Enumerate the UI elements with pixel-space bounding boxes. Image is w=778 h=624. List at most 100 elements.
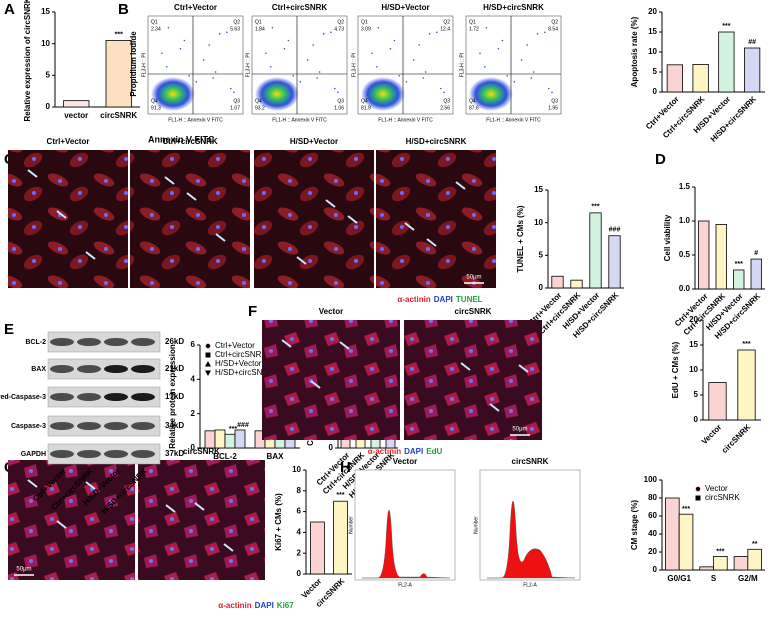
x-tick-label: BAX — [267, 452, 285, 461]
flow-dot — [179, 47, 182, 50]
micrograph — [254, 150, 374, 288]
flow-dot — [544, 31, 546, 34]
significance: *** — [591, 204, 599, 211]
quadrant-value: 5.63 — [230, 26, 240, 32]
y-axis-label: Apoptosis rate (%) — [630, 16, 639, 87]
quadrant-label: Q4 — [151, 98, 158, 104]
y-tick-label: 5 — [539, 250, 544, 259]
quadrant-value: 91.3 — [151, 105, 161, 111]
flow-population — [469, 77, 513, 111]
y-tick-label: 5 — [46, 70, 51, 79]
bar — [665, 497, 680, 571]
histogram-peak — [487, 501, 576, 579]
arrow — [223, 543, 234, 552]
significance: ### — [237, 422, 249, 429]
flow-dot — [271, 26, 274, 29]
quadrant-value: 1.06 — [334, 105, 344, 111]
x-tick-label: H/SD+circSNRK — [709, 94, 758, 143]
blot-band — [131, 393, 155, 401]
stain-name: DAPI — [255, 601, 274, 610]
legend-marker — [205, 361, 211, 367]
arrow — [325, 199, 336, 208]
arrow — [215, 233, 226, 242]
quadrant-label: Q3 — [443, 98, 450, 104]
stain-legend: α-actinin DAPI EdU — [368, 447, 443, 456]
flow-dot — [306, 59, 309, 61]
protein-size: 37kD — [165, 449, 184, 458]
flow-dot — [292, 74, 295, 77]
flow-dot — [530, 77, 532, 79]
y-tick-label: 0 — [539, 283, 544, 292]
legend-label: Ctrl+circSNRK — [215, 350, 267, 359]
flow-dot — [532, 71, 535, 73]
bar — [698, 220, 710, 290]
x-tick-label: G2/M — [738, 574, 758, 583]
y-tick-label: 0.5 — [679, 250, 691, 259]
cycle-histograms — [354, 469, 581, 581]
stain-name: α-actinin — [218, 601, 251, 610]
micrograph — [138, 460, 265, 580]
flow-axis-x: FL1-H :: Annexin V FITC — [168, 117, 223, 123]
flow-dot — [536, 32, 539, 35]
y-tick-label: 0 — [46, 102, 51, 111]
blot-band — [77, 338, 101, 346]
quadrant-value: 93.2 — [255, 105, 265, 111]
y-tick-label: 2 — [191, 409, 196, 418]
y-tick-label: 5 — [653, 67, 658, 76]
blot-band — [104, 338, 128, 346]
stain-name: Ki67 — [277, 601, 294, 610]
legend-marker — [205, 370, 211, 376]
y-tick-label: 15 — [534, 185, 543, 194]
quadrant-value: 1.72 — [469, 26, 479, 32]
y-tick-label: 0 — [653, 565, 658, 574]
y-tick-label: 40 — [648, 529, 657, 538]
quadrant-value: 8.54 — [548, 26, 558, 32]
flow-dot — [233, 91, 235, 94]
flow-dot — [322, 32, 325, 35]
bar — [733, 269, 745, 290]
bar — [699, 566, 714, 571]
histogram-xlabel: FL2-A — [523, 582, 537, 588]
arrow — [85, 481, 96, 490]
arrow — [296, 256, 307, 265]
x-tick-label: Vector — [700, 423, 724, 447]
significance: *** — [716, 548, 724, 555]
protein-size: 17kD — [165, 392, 184, 401]
quadrant-value: 2.56 — [440, 105, 450, 111]
bar — [63, 100, 90, 108]
x-tick-label: circSNRK — [100, 111, 137, 120]
flow-dot — [218, 32, 221, 35]
flow-dot — [334, 87, 336, 90]
flow-population — [361, 77, 405, 111]
flow-dot — [167, 26, 170, 29]
bar — [214, 429, 226, 449]
flow-dot — [183, 39, 186, 42]
stain-legend: α-actinin DAPI Ki67 — [218, 601, 294, 610]
stain-name: EdU — [426, 447, 442, 456]
significance: *** — [735, 261, 743, 268]
y-tick-label: 0 — [329, 443, 334, 452]
blot-band — [104, 450, 128, 458]
flow-dot — [161, 52, 163, 55]
quadrant-value: 4.73 — [334, 26, 344, 32]
y-axis-label: Cell viability — [663, 214, 672, 261]
flow-population — [255, 77, 299, 111]
micrograph — [376, 150, 496, 288]
x-tick-label: circSNRK — [720, 422, 753, 455]
significance: # — [754, 250, 758, 257]
micrograph — [262, 320, 400, 440]
y-tick-label: 0 — [653, 87, 658, 96]
arrow — [186, 192, 197, 201]
bar — [747, 548, 762, 571]
significance: *** — [682, 506, 690, 513]
bar — [608, 235, 621, 289]
arrow — [27, 479, 38, 488]
y-tick-label: 1.0 — [679, 216, 691, 225]
bar — [234, 429, 246, 449]
bar — [551, 275, 564, 289]
protein-label: BAX — [31, 366, 46, 373]
y-tick-label: 60 — [648, 511, 657, 520]
flow-dot — [436, 31, 438, 34]
arrow — [339, 341, 350, 350]
flow-dot — [287, 39, 290, 42]
